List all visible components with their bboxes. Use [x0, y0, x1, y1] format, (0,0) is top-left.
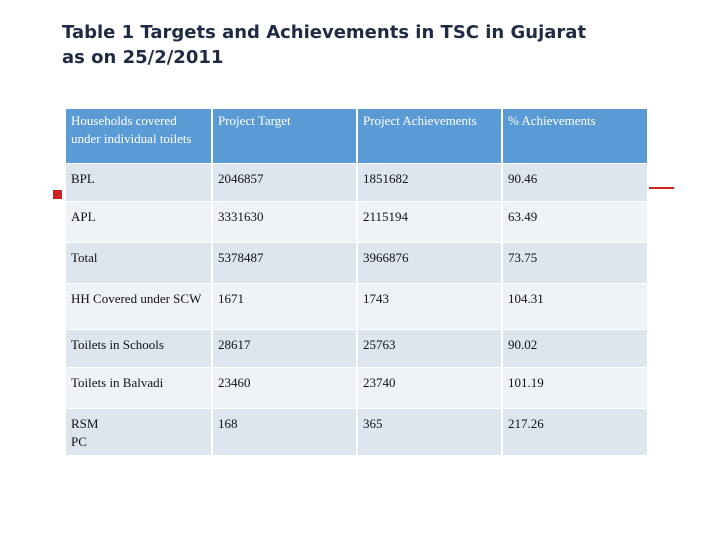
title-line-2: as on 25/2/2011	[62, 47, 224, 68]
bullet-square-icon	[53, 190, 62, 199]
decorative-divider	[646, 187, 674, 189]
table-cell: 25763	[357, 328, 503, 367]
table-cell: 23740	[357, 366, 503, 408]
table-cell-text: RSM PC	[71, 415, 99, 449]
table-cell: 90.02	[502, 328, 649, 367]
page-title: Table 1 Targets and Achievements in TSC …	[62, 20, 702, 70]
table-row: APL 3331630 2115194 63.49	[66, 200, 649, 242]
table-cell: 3966876	[357, 241, 503, 283]
table-cell: 1671	[212, 282, 358, 329]
table-cell: Toilets in Balvadi	[66, 366, 213, 408]
table-cell: 5378487	[212, 241, 358, 283]
column-header: Project Achievements	[357, 109, 503, 163]
table-cell: 73.75	[502, 241, 649, 283]
table-cell: Toilets in Schools	[66, 328, 213, 367]
table-cell: 3331630	[212, 200, 358, 242]
table-row: RSM PC 168 365 217.26	[66, 407, 649, 455]
table-cell: 2115194	[357, 200, 503, 242]
column-header: Households covered under individual toil…	[66, 109, 213, 163]
title-line-1: Table 1 Targets and Achievements in TSC …	[62, 22, 587, 43]
table-cell: 28617	[212, 328, 358, 367]
targets-achievements-table: Households covered under individual toil…	[66, 109, 649, 455]
table-row: Toilets in Balvadi 23460 23740 101.19	[66, 366, 649, 408]
table-cell: 90.46	[502, 162, 649, 201]
table-cell: 101.19	[502, 366, 649, 408]
table-row: Total 5378487 3966876 73.75	[66, 241, 649, 283]
table-cell: APL	[66, 200, 213, 242]
table-cell: 1851682	[357, 162, 503, 201]
table-header-row: Households covered under individual toil…	[66, 109, 649, 163]
table-cell: Total	[66, 241, 213, 283]
table-row: Toilets in Schools 28617 25763 90.02	[66, 328, 649, 367]
table-row: HH Covered under SCW 1671 1743 104.31	[66, 282, 649, 329]
table-cell: 2046857	[212, 162, 358, 201]
table-cell: 1743	[357, 282, 503, 329]
table-cell: 63.49	[502, 200, 649, 242]
table-cell: HH Covered under SCW	[66, 282, 213, 329]
column-header: Project Target	[212, 109, 358, 163]
table-cell: RSM PC	[66, 407, 213, 455]
table-cell: 168	[212, 407, 358, 455]
table-cell: BPL	[66, 162, 213, 201]
table-row: BPL 2046857 1851682 90.46	[66, 162, 649, 201]
table-cell: 23460	[212, 366, 358, 408]
table-cell: 365	[357, 407, 503, 455]
table-cell: 217.26	[502, 407, 649, 455]
column-header: % Achievements	[502, 109, 649, 163]
table-cell: 104.31	[502, 282, 649, 329]
